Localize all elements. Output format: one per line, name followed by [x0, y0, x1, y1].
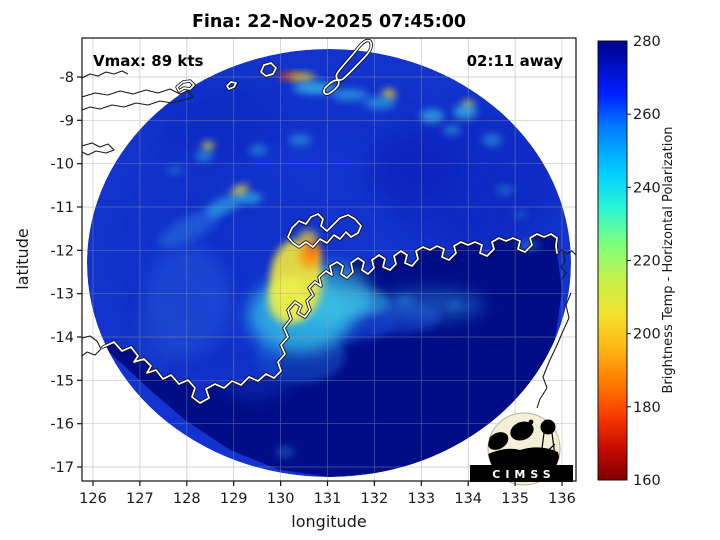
y-tick-label: -12: [50, 243, 74, 259]
colorbar-tick-label: 180: [633, 400, 661, 416]
cimss-banner: [470, 465, 573, 482]
colorbar-tick-label: 220: [633, 254, 661, 270]
colorbar-tick-label: 160: [633, 473, 661, 489]
x-tick-label: 133: [407, 491, 435, 507]
plot-box-border: [81, 37, 577, 482]
x-tick-label: 127: [126, 491, 154, 507]
x-axis-label: longitude: [291, 512, 366, 531]
colorbar-tick-label: 260: [633, 107, 661, 123]
microwave-swath: [87, 49, 571, 477]
colorbar-tick-label: 200: [633, 327, 661, 343]
y-tick-label: -14: [50, 330, 74, 346]
plot-title: Fina: 22-Nov-2025 07:45:00: [192, 12, 466, 32]
x-tick-label: 130: [267, 491, 295, 507]
y-tick-label: -15: [50, 373, 74, 389]
y-axis-label: latitude: [13, 228, 32, 289]
x-tick-label: 126: [79, 491, 107, 507]
x-tick-label: 135: [501, 491, 529, 507]
water-tower-icon: [540, 419, 556, 435]
y-tick-label: -10: [50, 157, 74, 173]
x-tick-label: 134: [454, 491, 482, 507]
colorbar-gradient: [597, 40, 628, 481]
coastline-inside-swath: [101, 38, 559, 405]
cimss-logo: CIMSS: [470, 412, 573, 486]
y-tick-label: -11: [50, 200, 74, 216]
x-tick-label: 129: [220, 491, 248, 507]
y-tick-label: -8: [60, 70, 74, 86]
coastline-outside-swath: [82, 70, 576, 409]
y-tick-label: -16: [50, 417, 74, 433]
y-tick-label: -9: [60, 113, 74, 129]
x-axis: 126 127 128 129 130 131 132 133 134 135 …: [79, 491, 576, 531]
y-axis: -8 -9 -10 -11 -12 -13 -14 -15 -16 -17 la…: [13, 70, 74, 476]
plot-area: [82, 38, 576, 481]
countdown-label: 02:11 away: [467, 52, 564, 70]
y-tick-label: -17: [50, 460, 74, 476]
x-tick-label: 136: [548, 491, 576, 507]
colorbar-tick-marks: [627, 113, 631, 408]
x-tick-label: 128: [173, 491, 201, 507]
colorbar: 280 260 240 220 200 180 160 Brightness T…: [597, 34, 676, 489]
y-tick-label: -13: [50, 287, 74, 303]
cimss-banner-text: CIMSS: [492, 468, 555, 481]
vmax-label: Vmax: 89 kts: [93, 52, 203, 70]
axis-tick-marks: [77, 76, 563, 486]
colorbar-tick-label: 280: [633, 34, 661, 50]
x-tick-label: 131: [314, 491, 342, 507]
x-tick-label: 132: [361, 491, 389, 507]
colorbar-tick-label: 240: [633, 180, 661, 196]
colorbar-axis-label: Brightness Temp - Horizontal Polarizatio…: [661, 126, 676, 393]
